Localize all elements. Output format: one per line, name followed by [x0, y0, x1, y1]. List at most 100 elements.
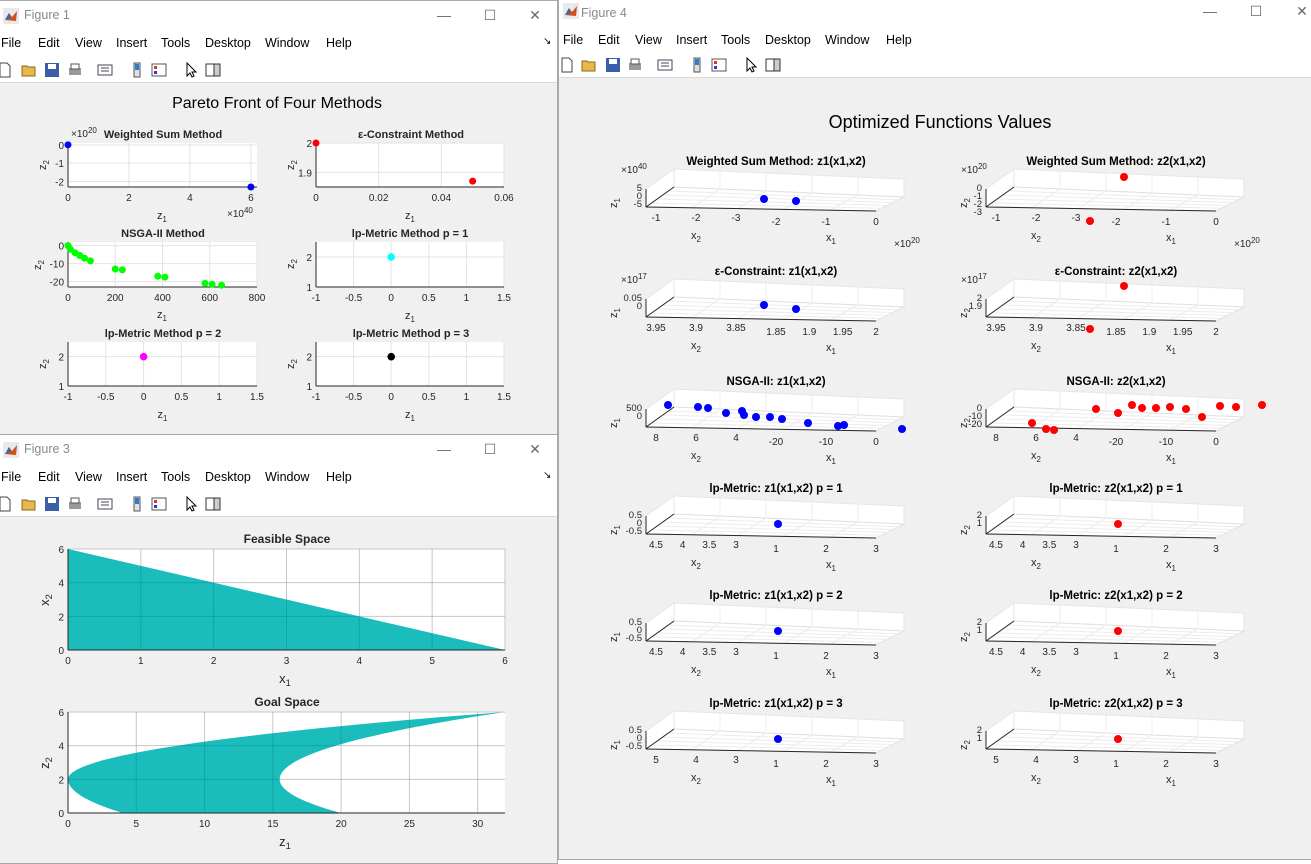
colorbar-icon[interactable]: [129, 496, 145, 512]
z-tick-label: 0: [637, 625, 642, 636]
z-tick-label: -5: [634, 199, 642, 210]
open-file-icon[interactable]: [581, 57, 597, 73]
menu-insert[interactable]: Insert: [676, 33, 708, 47]
open-file-icon[interactable]: [21, 496, 37, 512]
axes-title: NSGA-II: z2(x1,x2): [1066, 376, 1165, 388]
save-icon[interactable]: [605, 57, 621, 73]
menu-desktop[interactable]: Desktop: [205, 36, 251, 50]
print-icon[interactable]: [67, 496, 83, 512]
menu-window[interactable]: Window: [265, 36, 310, 50]
z-tick-label: 0: [637, 411, 642, 422]
print-icon[interactable]: [627, 57, 643, 73]
menu-view[interactable]: View: [635, 33, 662, 47]
minimize-button[interactable]: —: [437, 7, 451, 23]
x-axis-label: z1: [157, 309, 168, 323]
menu-window[interactable]: Window: [265, 470, 310, 484]
axes-3d: NSGA-II: z2(x1,x2)-20 -10 08 6 40-10-20x1x2z…: [958, 376, 1266, 466]
data-point: [766, 413, 774, 421]
maximize-button[interactable]: ☐: [483, 441, 497, 457]
pointer-icon[interactable]: [183, 496, 199, 512]
save-icon[interactable]: [44, 62, 60, 78]
data-point: [664, 401, 672, 409]
menu-view[interactable]: View: [75, 470, 102, 484]
minimize-button[interactable]: —: [437, 441, 451, 457]
x-tick-label: 3: [284, 656, 290, 667]
pointer-icon[interactable]: [743, 57, 759, 73]
toolstrip-collapse-icon[interactable]: ↘: [543, 470, 552, 481]
menu-file[interactable]: File: [1, 36, 22, 50]
colorbar-icon[interactable]: [689, 57, 705, 73]
grid-line: [1123, 519, 1153, 537]
grid-line: [1008, 190, 1239, 201]
x-axis-label: z1: [279, 834, 291, 851]
property-editor-icon[interactable]: [205, 62, 221, 78]
save-icon[interactable]: [44, 496, 60, 512]
menu-tools[interactable]: Tools: [161, 470, 191, 484]
close-button[interactable]: ✕: [529, 441, 541, 457]
figure-3-titlebar[interactable]: Figure 3 — ☐ ✕: [0, 435, 557, 464]
menu-desktop[interactable]: Desktop: [765, 33, 811, 47]
new-figure-icon[interactable]: [0, 496, 13, 512]
x-tick-label: 5: [134, 819, 140, 830]
legend-icon[interactable]: [151, 62, 167, 78]
pointer-icon[interactable]: [183, 62, 199, 78]
y-axis-label: x2: [691, 557, 701, 571]
menu-insert[interactable]: Insert: [116, 470, 148, 484]
x-axis-label: x1: [279, 671, 291, 688]
menu-tools[interactable]: Tools: [721, 33, 751, 47]
new-figure-icon[interactable]: [0, 62, 13, 78]
menu-help[interactable]: Help: [886, 33, 912, 47]
data-point: [792, 197, 800, 205]
maximize-button[interactable]: ☐: [1249, 3, 1263, 19]
x-axis-label: x1: [1166, 559, 1177, 573]
menu-view[interactable]: View: [75, 36, 102, 50]
maximize-button[interactable]: ☐: [483, 7, 497, 23]
x-tick-label: -2: [772, 217, 781, 228]
menu-file[interactable]: File: [563, 33, 584, 47]
grid-line: [829, 194, 859, 211]
menu-edit[interactable]: Edit: [598, 33, 620, 47]
y-axis-label: z2: [37, 757, 54, 769]
legend-icon[interactable]: [711, 57, 727, 73]
x-tick-label: 2: [126, 193, 132, 204]
grid-line: [737, 190, 767, 210]
close-button[interactable]: ✕: [529, 7, 541, 23]
menu-help[interactable]: Help: [326, 36, 352, 50]
new-figure-icon[interactable]: [559, 57, 575, 73]
menu-file[interactable]: File: [1, 470, 22, 484]
axes-3d: ε-Constraint: z1(x1,x2) 1.85 1.9 1.95 2 3.95 3…: [608, 266, 906, 356]
grid-line: [657, 308, 888, 316]
data-point: [1198, 413, 1206, 421]
grid-line: [991, 529, 1222, 536]
menu-desktop[interactable]: Desktop: [205, 470, 251, 484]
figure-1-titlebar[interactable]: Figure 1 — ☐ ✕: [0, 1, 557, 30]
grid-line: [1169, 521, 1199, 538]
menu-window[interactable]: Window: [825, 33, 870, 47]
menu-edit[interactable]: Edit: [38, 470, 60, 484]
menu-tools[interactable]: Tools: [161, 36, 191, 50]
menu-edit[interactable]: Edit: [38, 36, 60, 50]
menu-insert[interactable]: Insert: [116, 36, 148, 50]
menu-help[interactable]: Help: [326, 470, 352, 484]
legend-icon[interactable]: [151, 496, 167, 512]
z-axis-label: z2: [958, 740, 972, 750]
x-tick-label: -10: [819, 437, 834, 448]
grid-line: [1123, 734, 1153, 752]
x-tick-label: 1.9: [802, 327, 816, 338]
print-icon[interactable]: [67, 62, 83, 78]
link-plot-icon[interactable]: [97, 496, 113, 512]
x-tick-label: 6: [502, 656, 508, 667]
link-plot-icon[interactable]: [657, 57, 673, 73]
figure-4-titlebar[interactable]: Figure 4 — ☐ ✕: [559, 0, 1311, 25]
colorbar-icon[interactable]: [129, 62, 145, 78]
open-file-icon[interactable]: [21, 62, 37, 78]
link-plot-icon[interactable]: [97, 62, 113, 78]
figure-3-window: Figure 3 — ☐ ✕ File Edit View Insert Too…: [0, 434, 558, 864]
close-button[interactable]: ✕: [1296, 3, 1308, 19]
property-editor-icon[interactable]: [765, 57, 781, 73]
minimize-button[interactable]: —: [1203, 3, 1217, 19]
property-editor-icon[interactable]: [205, 496, 221, 512]
toolstrip-collapse-icon[interactable]: ↘: [543, 36, 552, 47]
